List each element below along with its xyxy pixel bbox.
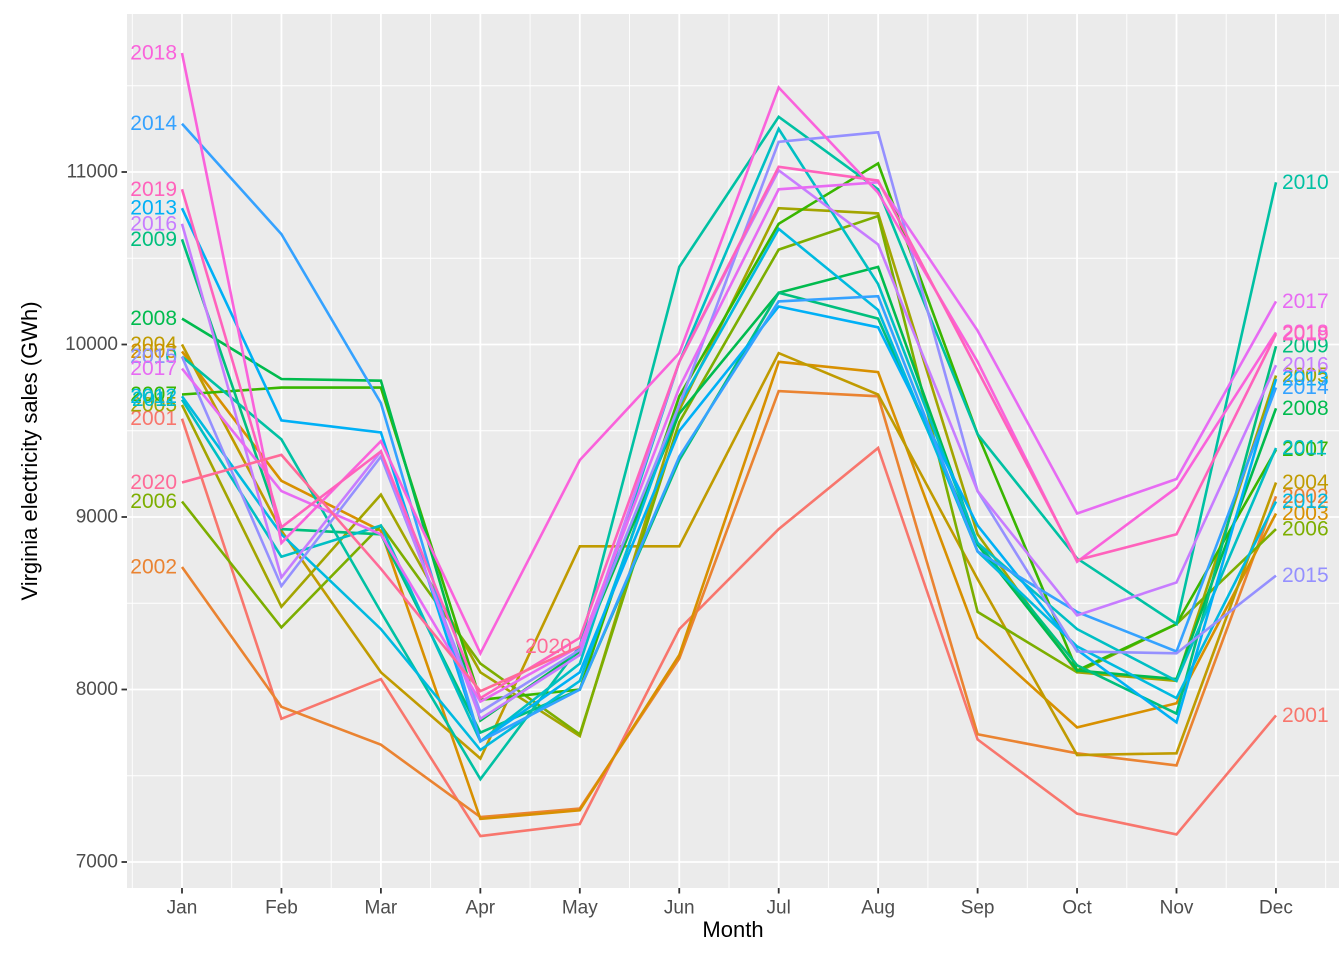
x-tick-label: Feb <box>265 898 298 919</box>
series-line-2001 <box>180 418 1277 838</box>
y-tick-label: 9000 <box>76 507 118 528</box>
x-tick-label: Dec <box>1259 898 1293 919</box>
y-tick-label: 7000 <box>76 852 118 873</box>
series-label-2003-start: 2003 <box>130 340 177 363</box>
series-label-2007-end: 2007 <box>1282 438 1329 461</box>
series-line-2009 <box>180 238 1278 735</box>
series-label-2017-start: 2017 <box>130 357 177 380</box>
series-label-2014-start: 2014 <box>130 112 177 135</box>
series-label-2005-start: 2005 <box>130 393 177 416</box>
minor-gridlines <box>127 14 1339 888</box>
series-line-2004 <box>180 343 1278 761</box>
series-label-2007-start: 2007 <box>130 383 177 406</box>
series-label-2006-start: 2006 <box>130 490 177 513</box>
series-label-2013-start: 2013 <box>130 197 177 220</box>
y-tick-label: 10000 <box>65 334 118 355</box>
series-line-2013 <box>180 207 1278 744</box>
series-label-2015-start: 2015 <box>130 345 177 368</box>
series-line-2017 <box>180 180 1278 704</box>
series-label-2015-end: 2015 <box>1282 564 1329 587</box>
series-line-2015 <box>180 130 1277 714</box>
axis-ticks <box>121 171 1277 894</box>
series-label-2017-end: 2017 <box>1282 290 1329 313</box>
series-label-2002-end: 2002 <box>1282 485 1329 508</box>
x-tick-label: Oct <box>1062 898 1092 919</box>
series-label-2011-start: 2011 <box>132 388 177 411</box>
series-line-2014 <box>181 122 1278 744</box>
series-label-2019-start: 2019 <box>130 178 177 201</box>
y-tick-label: 11000 <box>67 162 118 183</box>
series-label-2002-start: 2002 <box>130 556 177 579</box>
x-tick-label: Mar <box>365 898 398 919</box>
x-tick-label: Apr <box>466 898 496 919</box>
x-tick-label: Aug <box>861 898 895 919</box>
series-line-2011 <box>180 126 1278 744</box>
y-axis-title: Virginia electricity sales (GWh) <box>17 301 42 601</box>
series-label-2016-start: 2016 <box>130 212 177 235</box>
series-label-2001-start: 2001 <box>130 407 177 430</box>
x-tick-label: Jul <box>767 898 791 919</box>
series-label-2008-end: 2008 <box>1282 397 1329 420</box>
series-label-2012-start: 2012 <box>130 385 177 408</box>
series-label-2009-end: 2009 <box>1282 335 1329 358</box>
series-label-2004-start: 2004 <box>130 333 177 356</box>
x-tick-label: Sep <box>961 898 995 919</box>
x-tick-label: Jun <box>664 898 695 919</box>
series-labels: 2001200120022002200320032004200420052005… <box>130 41 1329 726</box>
series-line-2012 <box>180 226 1278 752</box>
series-label-2020-end: 2020 <box>525 635 572 658</box>
tick-labels: Jan Feb Mar Apr May Jun Jul Aug Sep Oct Nov Dec 7000… <box>65 162 1293 919</box>
series-line-2003 <box>180 350 1278 821</box>
x-tick-label: Jan <box>167 898 198 919</box>
series-label-2010-start: 2010 <box>130 345 177 368</box>
series-line-2020 <box>181 453 581 693</box>
series-lines <box>180 52 1278 838</box>
x-tick-label: Nov <box>1160 898 1194 919</box>
series-line-2006 <box>180 214 1277 737</box>
series-line-2019 <box>180 165 1278 701</box>
series-label-2004-end: 2004 <box>1282 471 1329 494</box>
series-label-2003-end: 2003 <box>1282 502 1329 525</box>
series-label-2013-end: 2013 <box>1282 368 1329 391</box>
series-line-2010 <box>181 114 1278 782</box>
series-label-2009-start: 2009 <box>130 228 177 251</box>
series-label-2006-end: 2006 <box>1282 518 1329 541</box>
series-label-2020-start: 2020 <box>130 471 177 494</box>
series-label-2008-start: 2008 <box>130 307 177 330</box>
series-label-2018-start: 2018 <box>130 41 177 64</box>
x-axis-title: Month <box>702 917 764 942</box>
series-label-2018-end: 2018 <box>1282 321 1329 344</box>
series-line-2018 <box>180 52 1278 657</box>
series-label-2011-end: 2011 <box>1282 437 1327 460</box>
y-tick-label: 8000 <box>76 679 118 700</box>
series-label-2014-end: 2014 <box>1282 376 1329 399</box>
x-tick-label: May <box>562 898 598 919</box>
series-label-2001-end: 2001 <box>1282 704 1329 727</box>
series-label-2012-end: 2012 <box>1282 490 1329 513</box>
series-label-2005-end: 2005 <box>1282 364 1329 387</box>
series-label-2019-end: 2019 <box>1282 323 1329 346</box>
series-label-2010-end: 2010 <box>1282 171 1329 194</box>
series-label-2016-end: 2016 <box>1282 354 1329 377</box>
plot-panel <box>127 14 1339 888</box>
